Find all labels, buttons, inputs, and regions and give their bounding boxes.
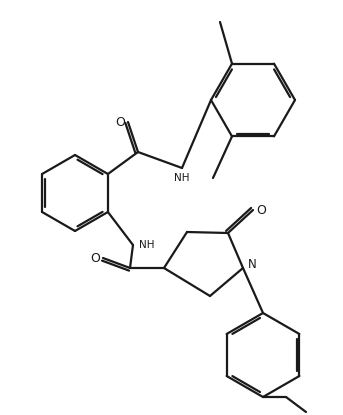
- Text: O: O: [256, 203, 266, 217]
- Text: O: O: [115, 115, 125, 129]
- Text: NH: NH: [139, 240, 154, 250]
- Text: O: O: [90, 251, 100, 264]
- Text: N: N: [248, 259, 257, 271]
- Text: NH: NH: [174, 173, 190, 183]
